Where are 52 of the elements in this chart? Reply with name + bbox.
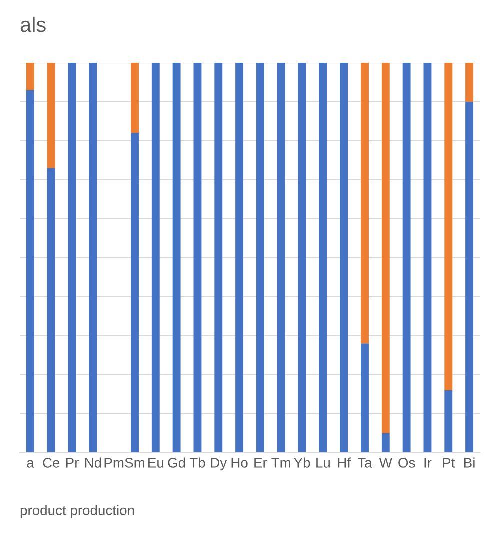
- bar: [47, 168, 56, 453]
- bar: [340, 63, 348, 453]
- x-tick-label: Hf: [338, 458, 352, 468]
- x-tick-label: Ho: [232, 458, 248, 468]
- x-tick-label: W: [379, 458, 392, 468]
- bar: [298, 63, 306, 453]
- bar: [131, 63, 139, 134]
- x-tick-label: Eu: [148, 458, 164, 468]
- bar: [256, 63, 264, 453]
- bar: [361, 344, 369, 453]
- x-tick-label: Pm: [104, 458, 124, 468]
- x-tick-label: Ir: [424, 458, 432, 468]
- bar: [89, 63, 98, 453]
- bar: [47, 63, 56, 168]
- x-tick-label: Dy: [211, 458, 228, 471]
- x-tick-label: Pr: [66, 458, 79, 468]
- bar: [466, 102, 474, 453]
- x-tick-label: Bi: [464, 458, 475, 468]
- x-tick-label: Pt: [443, 458, 456, 468]
- bar: [444, 63, 453, 390]
- bar: [466, 63, 474, 102]
- x-tick-label: Os: [398, 458, 416, 468]
- bar: [152, 63, 160, 453]
- x-tick-label: Sm: [125, 458, 144, 468]
- x-tick-label: Ta: [358, 458, 372, 468]
- bar: [424, 63, 432, 453]
- bar: [382, 63, 390, 434]
- x-tick-label: Ce: [43, 458, 60, 468]
- x-tick-label: Gd: [168, 458, 186, 468]
- bar: [194, 63, 202, 453]
- bar: [214, 63, 223, 453]
- bar: [131, 133, 139, 453]
- bar: [26, 63, 34, 90]
- bar: [277, 63, 286, 453]
- bar: [172, 63, 181, 453]
- x-tick-label: a: [27, 460, 34, 468]
- x-tick-label: Nd: [85, 458, 102, 468]
- bar: [402, 63, 411, 453]
- chart-title: als: [20, 16, 46, 32]
- x-tick-label: Tb: [190, 458, 206, 468]
- x-tick-label: Er: [254, 458, 268, 468]
- bar: [236, 63, 244, 453]
- x-tick-label: Tm: [272, 458, 290, 468]
- bar: [26, 90, 34, 453]
- bar: [68, 63, 76, 453]
- bar: [361, 63, 369, 344]
- x-tick-label: Lu: [316, 458, 330, 468]
- x-tick-label: Yb: [294, 458, 310, 468]
- bar: [319, 63, 328, 453]
- bar: [444, 390, 453, 453]
- text: product production: [20, 505, 134, 518]
- bar: [382, 433, 390, 453]
